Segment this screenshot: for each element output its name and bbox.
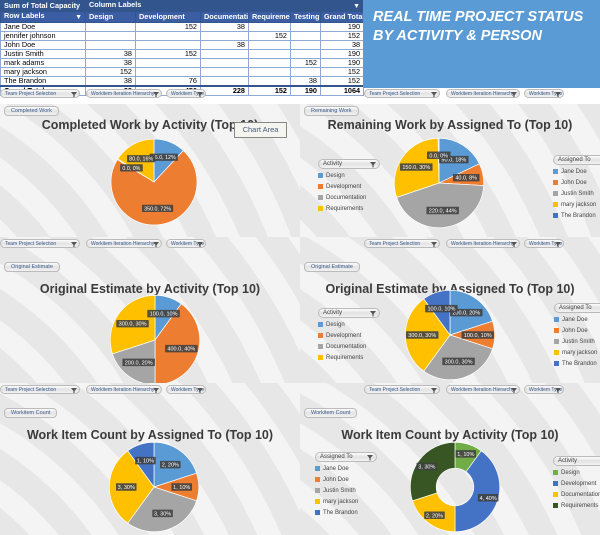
svg-text:3, 30%: 3, 30% [118, 485, 135, 491]
svg-text:0.0, 0%: 0.0, 0% [429, 153, 448, 159]
svg-text:100.0, 10%: 100.0, 10% [150, 312, 178, 318]
svg-text:220.0, 44%: 220.0, 44% [429, 209, 457, 215]
svg-text:1, 10%: 1, 10% [173, 485, 190, 491]
svg-text:400.0, 40%: 400.0, 40% [167, 347, 195, 353]
svg-text:1, 10%: 1, 10% [457, 452, 474, 458]
svg-text:80.0, 16%: 80.0, 16% [129, 157, 153, 163]
svg-text:40.0, 8%: 40.0, 8% [455, 176, 477, 182]
svg-text:1, 10%: 1, 10% [137, 459, 154, 465]
svg-text:300.0, 30%: 300.0, 30% [445, 359, 473, 365]
svg-text:3, 30%: 3, 30% [154, 511, 171, 517]
svg-text:4, 40%: 4, 40% [480, 496, 497, 502]
svg-text:2, 20%: 2, 20% [162, 463, 179, 469]
svg-text:3, 30%: 3, 30% [418, 465, 435, 471]
svg-text:200.0, 20%: 200.0, 20% [125, 360, 153, 366]
svg-text:0.0, 0%: 0.0, 0% [122, 166, 140, 172]
svg-text:46.0, 12%: 46.0, 12% [152, 155, 176, 161]
svg-text:300.0, 30%: 300.0, 30% [408, 333, 436, 339]
svg-text:350.0, 72%: 350.0, 72% [144, 206, 171, 212]
svg-text:150.0, 30%: 150.0, 30% [402, 165, 430, 171]
svg-text:2, 20%: 2, 20% [426, 513, 443, 519]
svg-text:300.0, 30%: 300.0, 30% [119, 322, 147, 328]
svg-text:100.0, 10%: 100.0, 10% [464, 333, 492, 339]
svg-text:100.0, 10%: 100.0, 10% [427, 307, 455, 313]
